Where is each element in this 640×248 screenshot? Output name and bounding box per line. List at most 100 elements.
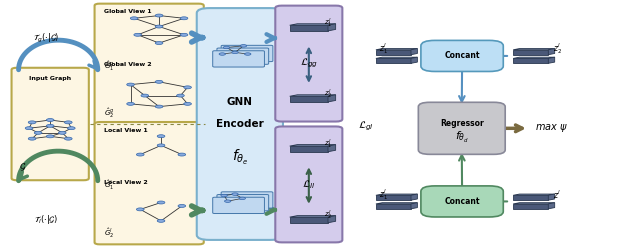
Circle shape bbox=[232, 193, 238, 195]
Polygon shape bbox=[290, 146, 328, 152]
Text: Regressor: Regressor bbox=[440, 119, 484, 128]
Polygon shape bbox=[411, 57, 417, 63]
Circle shape bbox=[244, 53, 251, 55]
Polygon shape bbox=[376, 57, 417, 58]
Circle shape bbox=[177, 94, 184, 97]
FancyBboxPatch shape bbox=[212, 51, 264, 67]
Circle shape bbox=[46, 119, 54, 122]
Polygon shape bbox=[376, 203, 417, 204]
Polygon shape bbox=[548, 194, 555, 200]
Polygon shape bbox=[328, 145, 335, 152]
Polygon shape bbox=[513, 204, 548, 209]
Polygon shape bbox=[548, 57, 555, 63]
Text: $\hat{G}_1^l$: $\hat{G}_1^l$ bbox=[104, 179, 114, 192]
Circle shape bbox=[157, 219, 165, 222]
Text: $f_{\theta_e}$: $f_{\theta_e}$ bbox=[232, 148, 248, 167]
Text: $\mathcal{L}_{ll}$: $\mathcal{L}_{ll}$ bbox=[302, 178, 316, 191]
Polygon shape bbox=[290, 217, 328, 223]
Circle shape bbox=[46, 124, 54, 127]
Circle shape bbox=[156, 105, 163, 108]
Polygon shape bbox=[376, 195, 411, 200]
Circle shape bbox=[35, 131, 42, 134]
Polygon shape bbox=[513, 203, 555, 204]
Circle shape bbox=[223, 46, 230, 49]
Polygon shape bbox=[513, 50, 548, 55]
Text: $max\ \psi$: $max\ \psi$ bbox=[535, 122, 568, 134]
Circle shape bbox=[180, 33, 188, 36]
FancyBboxPatch shape bbox=[95, 122, 204, 244]
Polygon shape bbox=[376, 50, 411, 55]
Polygon shape bbox=[290, 95, 335, 96]
Text: $z_2^l$: $z_2^l$ bbox=[324, 88, 333, 101]
Polygon shape bbox=[376, 194, 417, 195]
Circle shape bbox=[127, 83, 134, 86]
Circle shape bbox=[157, 135, 165, 138]
Circle shape bbox=[232, 51, 238, 54]
Circle shape bbox=[58, 131, 66, 134]
Circle shape bbox=[28, 137, 36, 140]
Circle shape bbox=[184, 102, 191, 105]
Text: $z_2^l$: $z_2^l$ bbox=[553, 42, 562, 57]
Circle shape bbox=[25, 127, 33, 130]
Polygon shape bbox=[328, 95, 335, 102]
Polygon shape bbox=[328, 216, 335, 223]
Text: $z_1^l$: $z_1^l$ bbox=[380, 187, 388, 202]
Polygon shape bbox=[328, 24, 335, 31]
Circle shape bbox=[136, 208, 144, 211]
Circle shape bbox=[131, 17, 138, 20]
Text: Global View 2: Global View 2 bbox=[104, 62, 151, 67]
Circle shape bbox=[67, 127, 75, 130]
FancyBboxPatch shape bbox=[419, 102, 505, 154]
Text: Local View 2: Local View 2 bbox=[104, 180, 147, 185]
Circle shape bbox=[134, 33, 141, 36]
Text: $\mathcal{T}_l(\cdot|\mathcal{G})$: $\mathcal{T}_l(\cdot|\mathcal{G})$ bbox=[35, 213, 59, 226]
Circle shape bbox=[157, 201, 165, 204]
Circle shape bbox=[178, 153, 186, 156]
FancyBboxPatch shape bbox=[275, 6, 342, 122]
Polygon shape bbox=[411, 203, 417, 209]
Polygon shape bbox=[513, 57, 555, 58]
Polygon shape bbox=[290, 145, 335, 146]
Polygon shape bbox=[290, 24, 335, 25]
Circle shape bbox=[156, 14, 163, 17]
Text: $z_1^l$: $z_1^l$ bbox=[324, 138, 333, 151]
Text: $\mathcal{G}$: $\mathcal{G}$ bbox=[19, 162, 26, 173]
Polygon shape bbox=[290, 25, 328, 31]
Polygon shape bbox=[376, 49, 417, 50]
Polygon shape bbox=[513, 58, 548, 63]
Circle shape bbox=[127, 102, 134, 105]
Text: Encoder: Encoder bbox=[216, 119, 264, 129]
Text: Input Graph: Input Graph bbox=[29, 76, 71, 81]
FancyBboxPatch shape bbox=[421, 186, 503, 217]
Circle shape bbox=[180, 17, 188, 20]
Text: $\hat{G}_1^g$: $\hat{G}_1^g$ bbox=[104, 60, 114, 73]
FancyBboxPatch shape bbox=[212, 197, 264, 214]
FancyBboxPatch shape bbox=[221, 192, 273, 208]
Text: $z_1^l$: $z_1^l$ bbox=[380, 42, 388, 57]
Text: $z_2^l$: $z_2^l$ bbox=[324, 209, 333, 222]
Text: $f_{\theta_d}$: $f_{\theta_d}$ bbox=[454, 130, 469, 145]
FancyBboxPatch shape bbox=[217, 194, 269, 211]
Circle shape bbox=[157, 144, 165, 147]
Circle shape bbox=[239, 197, 246, 200]
Polygon shape bbox=[411, 194, 417, 200]
Circle shape bbox=[65, 137, 72, 140]
Circle shape bbox=[65, 121, 72, 124]
Text: Global View 1: Global View 1 bbox=[104, 9, 151, 14]
Polygon shape bbox=[548, 203, 555, 209]
Polygon shape bbox=[290, 96, 328, 102]
Circle shape bbox=[28, 121, 36, 124]
Circle shape bbox=[141, 94, 148, 97]
Text: $z^l$: $z^l$ bbox=[553, 188, 561, 201]
Polygon shape bbox=[411, 49, 417, 55]
Circle shape bbox=[46, 135, 54, 138]
Text: $\hat{G}_2^g$: $\hat{G}_2^g$ bbox=[104, 107, 114, 120]
Text: $\mathcal{L}_{gg}$: $\mathcal{L}_{gg}$ bbox=[300, 57, 318, 70]
Circle shape bbox=[219, 53, 225, 55]
Text: $\mathcal{L}_{gl}$: $\mathcal{L}_{gl}$ bbox=[358, 120, 374, 133]
FancyBboxPatch shape bbox=[12, 68, 89, 180]
Circle shape bbox=[156, 25, 163, 28]
Polygon shape bbox=[513, 49, 555, 50]
Polygon shape bbox=[376, 204, 411, 209]
Polygon shape bbox=[548, 49, 555, 55]
